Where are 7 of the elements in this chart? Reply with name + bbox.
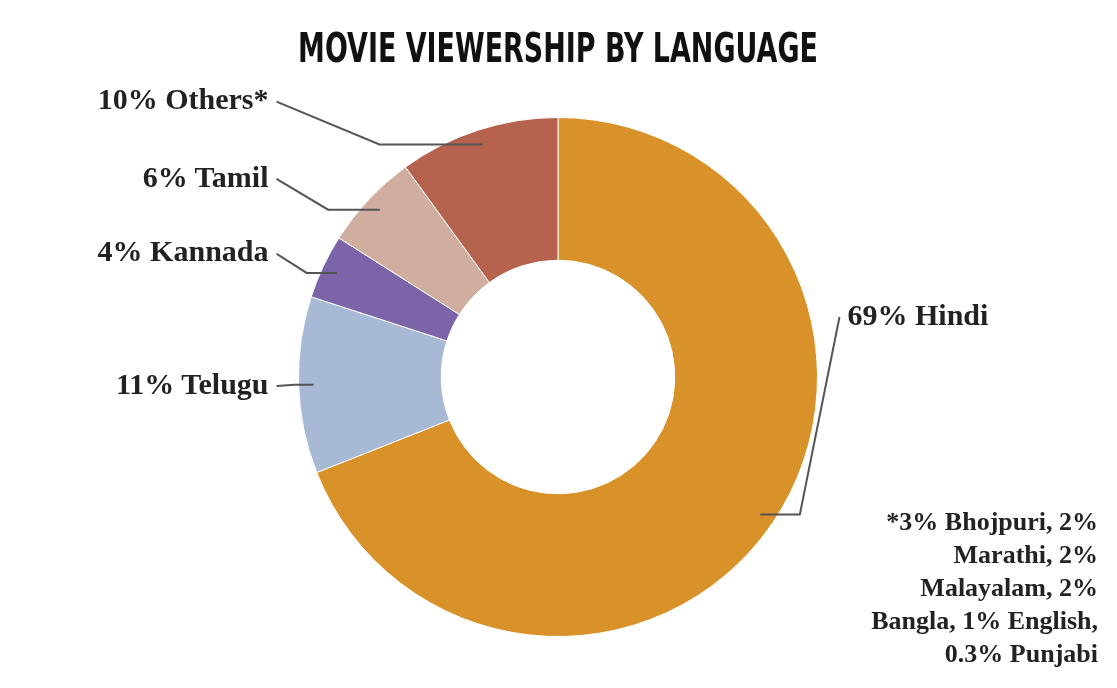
slice-label: 11% Telugu bbox=[115, 366, 269, 400]
slice-label: 10% Others* bbox=[97, 82, 269, 116]
chart-title: MOVIE VIEWERSHIP BY LANGUAGE bbox=[298, 24, 818, 72]
slice-label: 69% Hindi bbox=[847, 297, 989, 331]
slice-label: 4% Kannada bbox=[97, 234, 269, 268]
slice-label: 6% Tamil bbox=[142, 159, 269, 193]
text: *3% Bhojpuri, 2% Marathi, 2% Malayalam, 2% Bangla, 1% English, 0.3% Punjabi bbox=[870, 506, 1098, 670]
